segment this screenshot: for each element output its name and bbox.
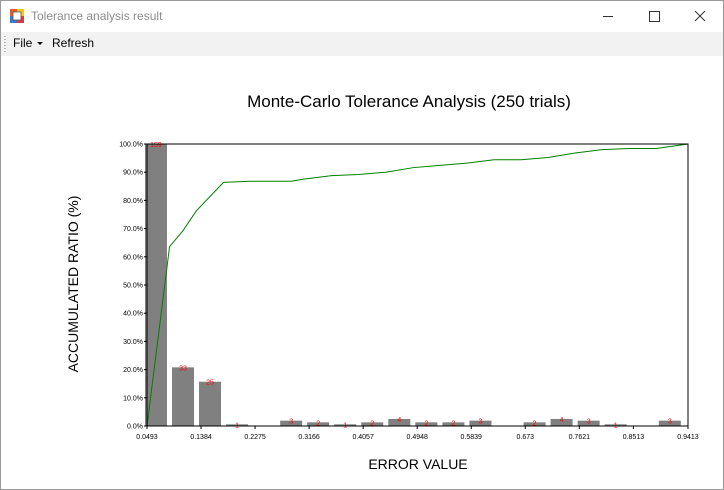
chart-title: Monte-Carlo Tolerance Analysis (250 tria…: [247, 92, 571, 111]
bar-0: [145, 144, 167, 426]
menu-bar: File Refresh: [1, 32, 723, 56]
x-tick-label-5: 0.4948: [406, 434, 428, 441]
x-tick-label-7: 0.673: [517, 434, 535, 441]
bar-1: [172, 367, 194, 426]
app-icon: [10, 9, 24, 23]
x-tick-label-0: 0.0493: [136, 434, 158, 441]
y-tick-label-6: 60.0%: [123, 254, 143, 261]
minimize-button[interactable]: [585, 1, 631, 32]
plot-frame: [147, 144, 688, 426]
bar-label-4: 3: [289, 419, 293, 426]
tolerance-chart: Monte-Carlo Tolerance Analysis (250 tria…: [1, 56, 723, 489]
maximize-button[interactable]: [631, 1, 677, 32]
bar-label-16: 3: [668, 419, 672, 426]
refresh-menu-item[interactable]: Refresh: [52, 36, 94, 50]
y-tick-label-8: 80.0%: [123, 198, 143, 205]
x-tick-label-10: 0.9413: [677, 434, 699, 441]
y-axis-label: ACCUMULATED RATIO (%): [65, 196, 81, 373]
bar-label-2: 25: [206, 380, 214, 387]
y-tick-label-5: 50.0%: [123, 283, 143, 290]
y-ticks-layer: 0.0% 10.0% 20.0% 30.0% 40.0% 50.0% 60.0% 70.0% 8…: [119, 142, 147, 431]
maximize-icon: [631, 1, 677, 32]
bar-label-0: 159: [150, 142, 162, 149]
x-tick-label-4: 0.4057: [352, 434, 374, 441]
y-tick-label-4: 40.0%: [123, 311, 143, 318]
bar-label-11: 3: [479, 419, 483, 426]
x-tick-label-3: 0.3166: [298, 434, 320, 441]
x-tick-label-6: 0.5839: [461, 434, 483, 441]
close-icon: [677, 1, 723, 32]
minimize-icon: [585, 1, 631, 32]
x-tick-label-1: 0.1384: [190, 434, 212, 441]
y-tick-label-2: 20.0%: [123, 367, 143, 374]
x-axis-label: ERROR VALUE: [368, 456, 467, 472]
toolstrip-grip: [4, 36, 6, 52]
close-button[interactable]: [677, 1, 723, 32]
file-menu[interactable]: File: [13, 36, 43, 50]
chevron-down-icon: [37, 42, 43, 45]
x-tick-label-8: 0.7621: [569, 434, 591, 441]
bars-layer: [145, 144, 681, 426]
bar-2: [199, 382, 221, 426]
y-tick-label-0: 0.0%: [127, 424, 143, 431]
x-tick-label-9: 0.8513: [623, 434, 645, 441]
file-menu-label: File: [13, 36, 32, 50]
y-tick-label-7: 70.0%: [123, 226, 143, 233]
y-tick-label-3: 30.0%: [123, 339, 143, 346]
line-layer: [147, 144, 688, 426]
window-title: Tolerance analysis result: [31, 9, 162, 23]
bar-label-14: 3: [587, 419, 591, 426]
bar-label-1: 33: [179, 365, 187, 372]
bar-label-13: 4: [560, 417, 564, 424]
y-tick-label-9: 90.0%: [123, 170, 143, 177]
title-bar: Tolerance analysis result: [1, 1, 723, 32]
y-tick-label-10: 100.0%: [119, 142, 143, 149]
y-tick-label-1: 10.0%: [123, 395, 143, 402]
cumulative-ratio-line: [147, 144, 688, 426]
bar-label-8: 4: [397, 417, 401, 424]
x-tick-label-2: 0.2275: [244, 434, 266, 441]
